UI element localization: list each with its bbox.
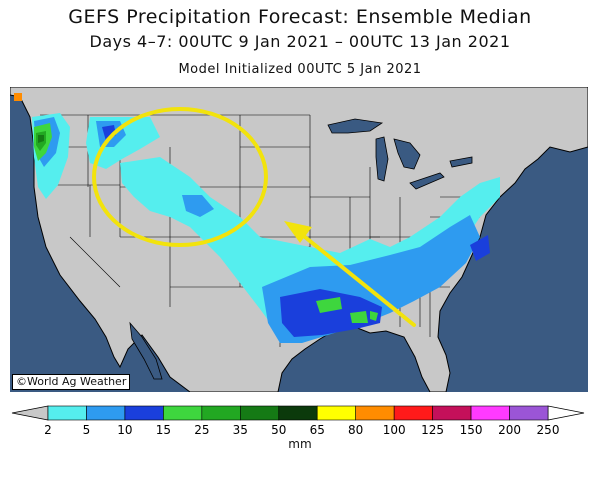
precip-al-green — [370, 311, 378, 321]
precip-layer — [14, 93, 500, 343]
colorbar-tick-label: 65 — [310, 423, 325, 437]
precip-co-patch — [182, 195, 214, 217]
colorbar-tick-label: 35 — [233, 423, 248, 437]
colorbar-tick-label: 15 — [156, 423, 171, 437]
colorbar-segment — [163, 405, 203, 421]
precip-pnw-peak — [14, 93, 22, 101]
precip-central-rockies — [120, 157, 500, 339]
colorbar-segment — [240, 405, 280, 421]
colorbar-tick-label: 100 — [383, 423, 406, 437]
highlight-circle — [92, 107, 268, 247]
precip-la-green — [316, 297, 342, 313]
colorbar-segment — [278, 405, 318, 421]
colorbar-segment — [470, 405, 510, 421]
precip-nc-coast — [470, 235, 490, 261]
lake-ontario — [449, 156, 473, 168]
lake-erie — [409, 172, 445, 190]
highlight-arrow-shaft — [298, 231, 416, 327]
colorbar-tick-label: 150 — [460, 423, 483, 437]
colorbar-segment — [201, 405, 241, 421]
colorbar-segment — [86, 405, 126, 421]
gulf-of-california — [129, 321, 163, 380]
colorbar-tick-label: 25 — [194, 423, 209, 437]
colorbar-tick-label: 50 — [271, 423, 286, 437]
precip-southeast-dark — [280, 289, 382, 337]
precip-ms-green — [350, 311, 368, 323]
chart-subtitle: Days 4–7: 00UTC 9 Jan 2021 – 00UTC 13 Ja… — [89, 32, 511, 51]
model-init-label: Model Initialized 00UTC 5 Jan 2021 — [178, 62, 422, 77]
colorbar-segment — [355, 405, 395, 421]
map-svg — [10, 87, 588, 392]
lake-michigan — [375, 136, 389, 182]
colorbar-tick-label: 10 — [117, 423, 132, 437]
chart-title: GEFS Precipitation Forecast: Ensemble Me… — [68, 6, 532, 28]
colorbar-tick-label: 80 — [348, 423, 363, 437]
lake-superior — [327, 118, 384, 134]
colorbar-segment — [432, 405, 472, 421]
colorbar-above-cap — [547, 405, 585, 421]
lake-huron — [393, 138, 421, 170]
colorbar-segment — [316, 405, 356, 421]
precip-pnw-dark — [38, 135, 44, 143]
precipitation-map — [10, 87, 588, 392]
colorbar-segment — [124, 405, 164, 421]
colorbar-tick-label: 2 — [44, 423, 52, 437]
highlight-arrow-head — [284, 221, 312, 243]
credit-label: ©World Ag Weather — [12, 374, 131, 390]
colorbar: 2 5 10 15 25 35 50 65 80 100 125 150 200 250 — [0, 400, 600, 460]
colorbar-segment — [509, 405, 549, 421]
colorbar-tick-label: 125 — [421, 423, 444, 437]
colorbar-below-cap — [11, 405, 49, 421]
colorbar-svg: 2 5 10 15 25 35 50 65 80 100 125 150 200 250 — [11, 405, 585, 437]
colorbar-tick-label: 250 — [537, 423, 560, 437]
colorbar-segment — [47, 405, 87, 421]
colorbar-units: mm — [288, 437, 312, 451]
colorbar-segment — [393, 405, 433, 421]
colorbar-tick-label: 200 — [498, 423, 521, 437]
colorbar-tick-label: 5 — [83, 423, 91, 437]
